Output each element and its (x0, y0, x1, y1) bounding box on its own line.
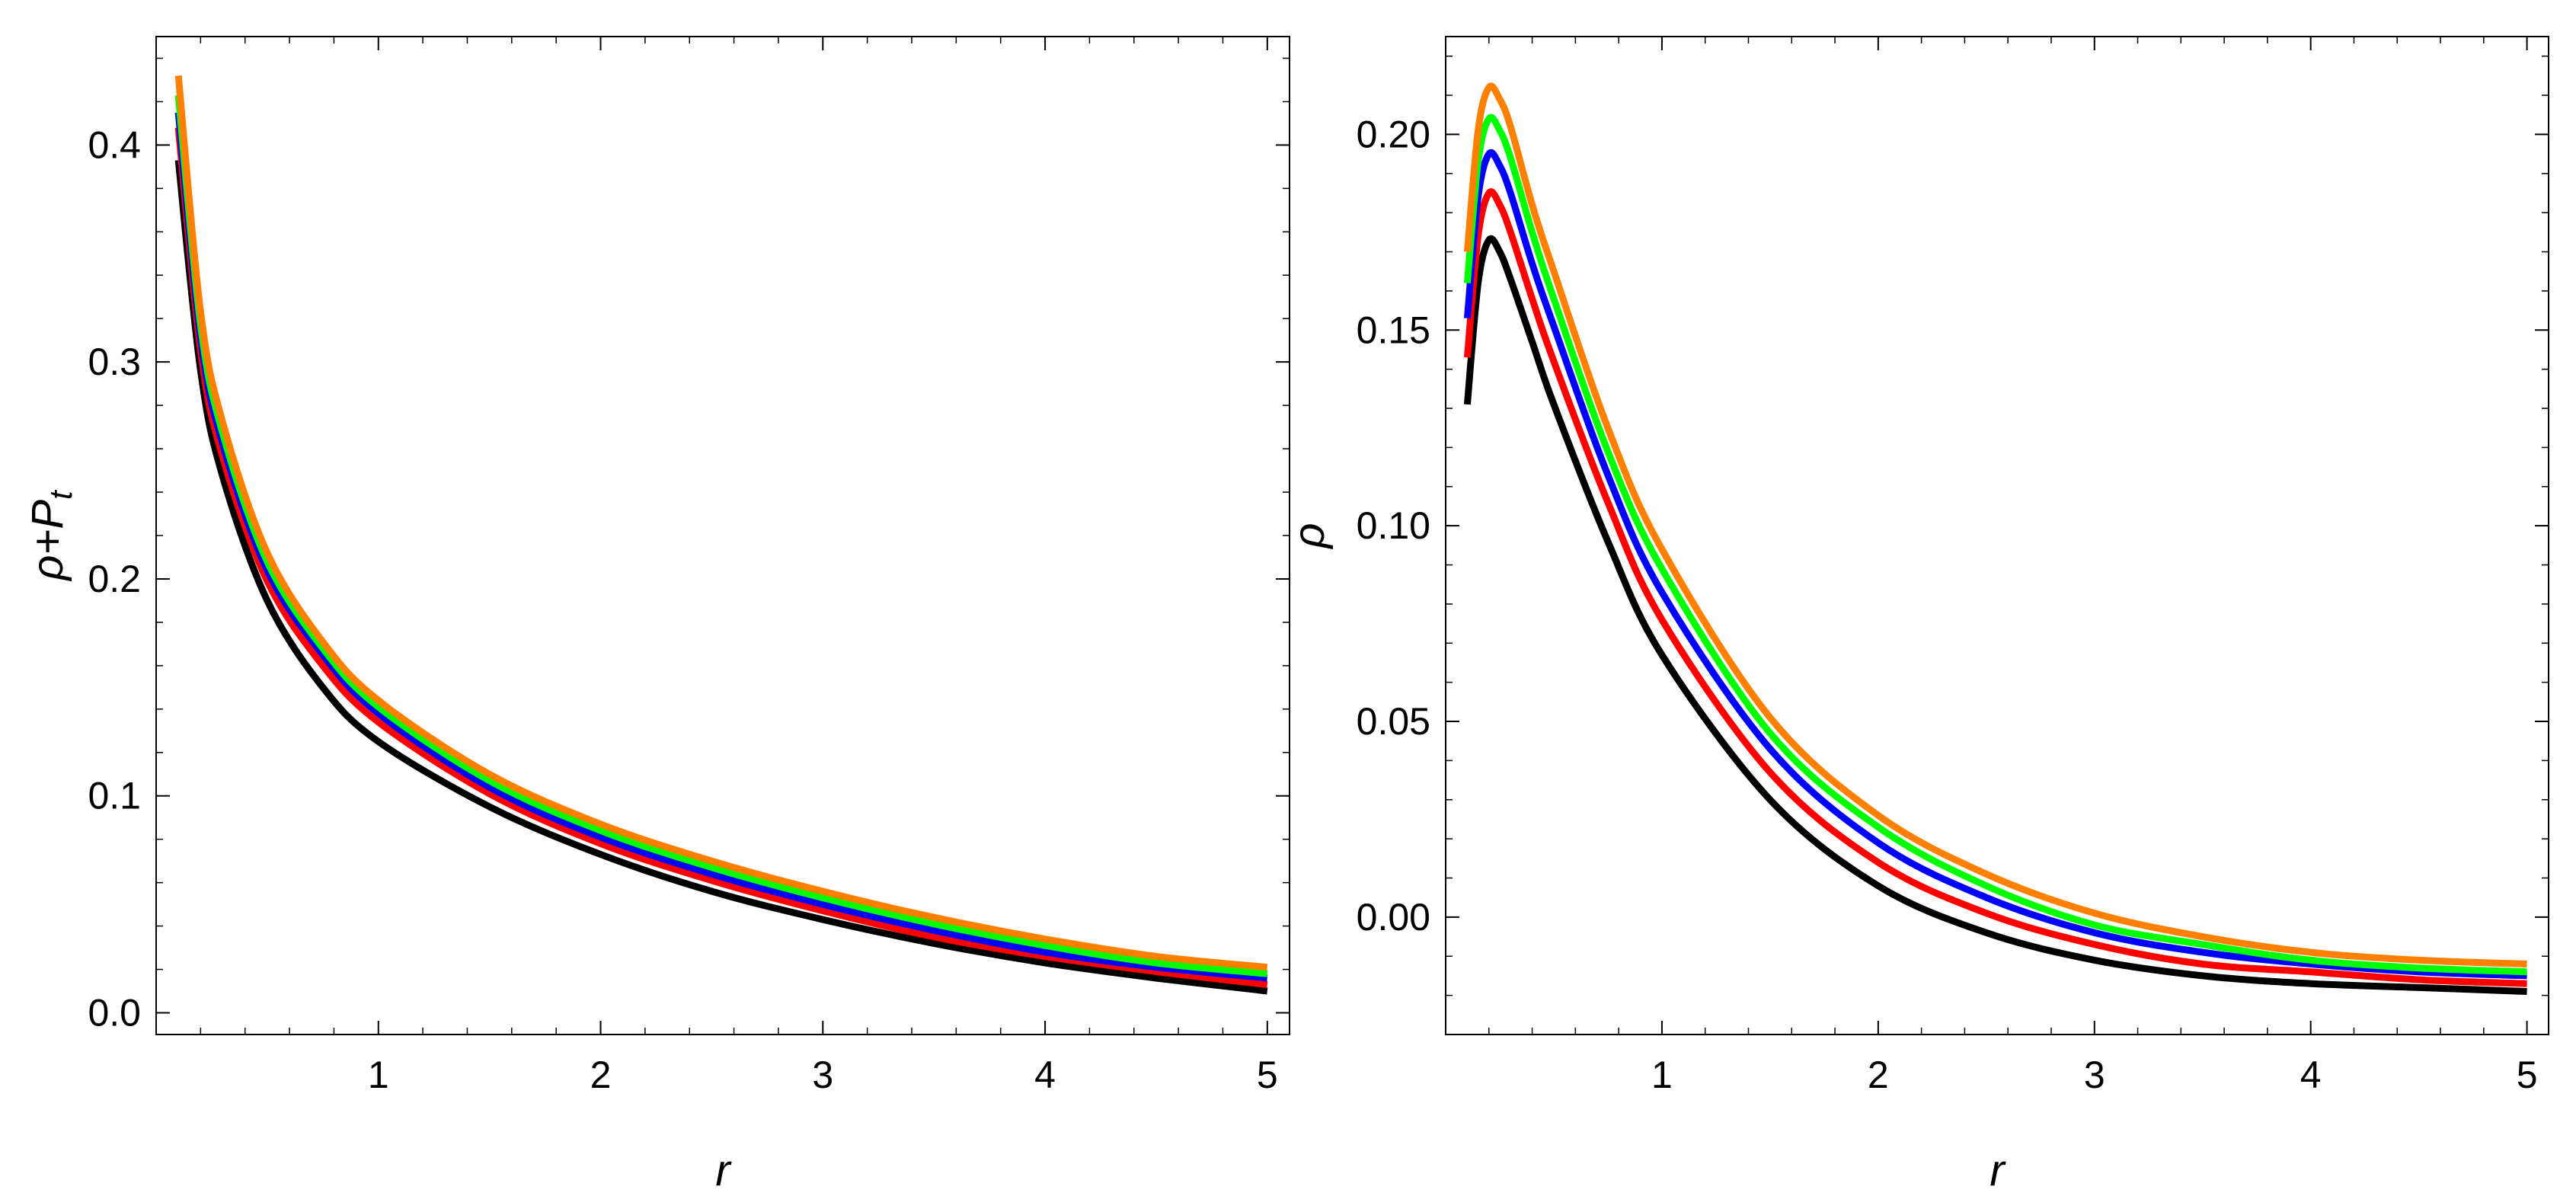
right-y-tick-label: 0.15 (1357, 309, 1430, 351)
right-series-line-5 (1463, 82, 2527, 967)
left-y-axis-label-main: ρ+P (23, 500, 72, 582)
right-plot-frame (1445, 36, 2549, 1035)
left-x-tick-label: 2 (590, 1054, 612, 1096)
left-series-line-1 (174, 159, 1268, 995)
right-y-axis-label: ρ (1284, 523, 1334, 549)
chart-right: 1 2 3 4 5 0.00 0.05 0.10 0.15 0.20 r ρ (1284, 36, 2549, 1195)
left-x-tick-label: 4 (1034, 1054, 1056, 1096)
left-y-tick-label: 0.4 (88, 123, 141, 166)
right-x-axis-label: r (1990, 1146, 2006, 1195)
right-y-tick-label: 0.10 (1357, 504, 1430, 547)
right-y-axis-label-main: ρ (1284, 523, 1334, 549)
left-y-tick-label: 0.0 (88, 992, 141, 1035)
right-series-line-3 (1463, 149, 2527, 980)
left-x-tick-label: 3 (812, 1054, 833, 1096)
right-x-tick-label: 3 (2084, 1054, 2105, 1096)
left-y-tick-label: 0.2 (88, 558, 141, 600)
right-x-tick-label: 2 (1868, 1054, 1889, 1096)
right-y-tick-label: 0.05 (1357, 700, 1430, 743)
right-series-line-2 (1463, 188, 2527, 987)
right-series-line-4 (1463, 114, 2527, 976)
right-x-tick-label: 5 (2517, 1054, 2538, 1096)
left-y-tick-label: 0.3 (88, 341, 141, 383)
left-y-axis-label-subscript: t (43, 489, 78, 500)
right-y-tick-label: 0.00 (1357, 896, 1430, 939)
right-x-tick-label: 4 (2300, 1054, 2322, 1096)
chart-left: 1 2 3 4 5 0.0 0.1 0.2 0.3 0.4 r ρ+Pt (23, 36, 1290, 1195)
left-series-line-5 (174, 75, 1268, 971)
right-series-line-1 (1463, 235, 2527, 995)
left-x-tick-label: 5 (1257, 1054, 1278, 1096)
right-y-tick-label: 0.20 (1357, 113, 1430, 155)
left-x-tick-label: 1 (368, 1054, 389, 1096)
left-y-tick-label: 0.1 (88, 775, 141, 817)
left-series-line-2 (174, 127, 1268, 988)
right-x-tick-label: 1 (1651, 1054, 1673, 1096)
left-x-axis-label: r (715, 1146, 732, 1195)
left-y-axis-label: ρ+Pt (23, 489, 78, 582)
